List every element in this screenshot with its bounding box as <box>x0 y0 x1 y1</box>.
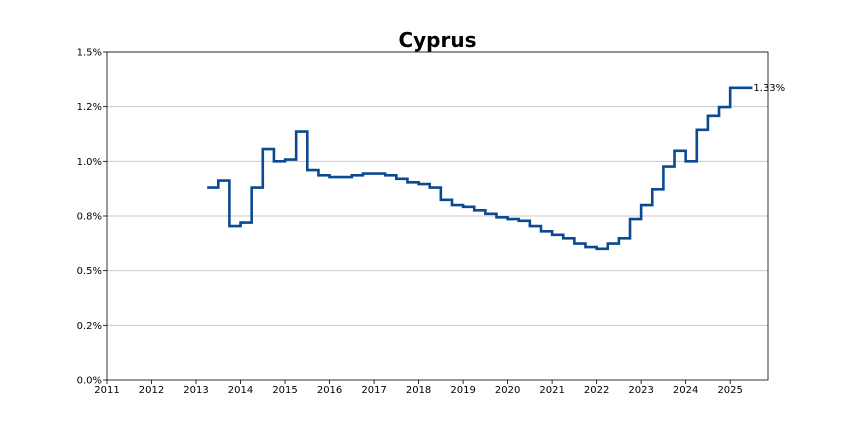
x-tick-label: 2024 <box>673 385 698 396</box>
series-layer <box>207 86 753 251</box>
x-tick-label: 2015 <box>272 385 297 396</box>
x-tick-label: 2017 <box>361 385 386 396</box>
y-tick-label: 0.2% <box>77 321 102 332</box>
x-tick-label: 2021 <box>539 385 564 396</box>
x-tick-label: 2018 <box>406 385 431 396</box>
x-tick-label: 2016 <box>317 385 342 396</box>
x-tick-label: 2020 <box>495 385 520 396</box>
y-tick-label: 1.5% <box>77 48 102 59</box>
x-tick-label: 2023 <box>628 385 653 396</box>
y-tick-label: 0.0% <box>77 376 102 387</box>
y-tick-label: 0.5% <box>77 266 102 277</box>
plot-frame <box>106 51 769 381</box>
x-tick-label: 2019 <box>450 385 475 396</box>
chart-title: Cyprus <box>398 28 476 52</box>
x-tick-label: 2013 <box>183 385 208 396</box>
x-tick-label: 2011 <box>94 385 119 396</box>
x-tick-label: 2014 <box>228 385 253 396</box>
y-tick-label: 1.2% <box>77 102 102 113</box>
y-tick-label: 0.8% <box>77 212 102 223</box>
x-tick-label: 2022 <box>584 385 609 396</box>
y-tick-label: 1.0% <box>77 157 102 168</box>
series-line <box>207 86 753 251</box>
x-tick-label: 2012 <box>139 385 164 396</box>
x-tick-label: 2025 <box>717 385 742 396</box>
axes: 0.0% 0.2% 0.5% 0.8% 1.0% 1.2% 1.5% 2011 2012 2013… <box>77 48 743 397</box>
end-value-label: 1.33% <box>753 83 785 94</box>
